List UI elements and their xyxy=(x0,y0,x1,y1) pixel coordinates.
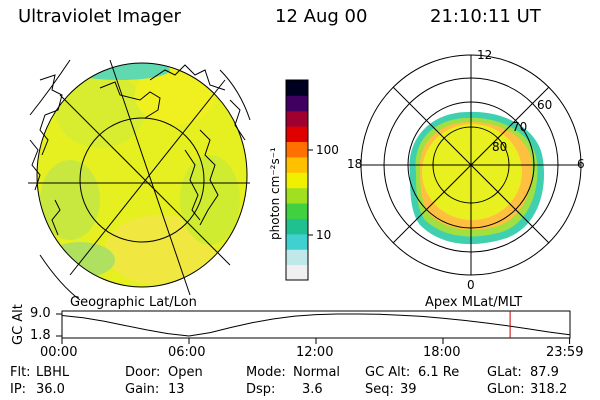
colorbar-band xyxy=(286,218,308,235)
altitude-ytick-9: 9.0 xyxy=(30,306,51,321)
colorbar-band xyxy=(286,233,308,250)
colorbar-band xyxy=(286,126,308,143)
colorbar-band xyxy=(286,141,308,158)
polar-cap-fill xyxy=(422,124,522,220)
gain-value: 13 xyxy=(168,382,185,397)
left-image-texture xyxy=(40,63,240,285)
xtick-label-2359: 23:59 xyxy=(546,345,584,360)
mlat-label-70: 70 xyxy=(512,120,528,134)
mlat-label-80: 80 xyxy=(492,140,508,154)
right-panel-caption: Apex MLat/MLT xyxy=(425,295,523,310)
mlt-label-18: 18 xyxy=(347,157,363,171)
instrument-title: Ultraviolet Imager xyxy=(18,6,181,27)
xtick-label-0: 00:00 xyxy=(40,345,78,360)
mlt-label-12: 12 xyxy=(477,48,493,62)
colorbar-band xyxy=(286,110,308,127)
colorbar-band xyxy=(286,203,308,219)
colorbar-unit-label: photon cm⁻²s⁻¹ xyxy=(268,147,282,240)
colorbar-label-100: 100 xyxy=(316,143,339,157)
colorbar-band xyxy=(286,156,308,173)
altitude-axis-label: GC Alt xyxy=(11,304,26,345)
polar-grid xyxy=(360,54,582,276)
door-value: Open xyxy=(168,365,203,380)
geographic-map xyxy=(28,59,251,301)
mlat-label-60: 60 xyxy=(537,98,553,112)
xtick-label-12: 12:00 xyxy=(296,345,334,360)
glat-label: GLat: xyxy=(487,365,522,380)
flt-value: LBHL xyxy=(36,365,70,380)
xtick-label-6: 06:00 xyxy=(168,345,206,360)
mlat-mlt-polar-plot xyxy=(360,54,582,276)
altitude-plot xyxy=(56,310,571,344)
colorbar-band xyxy=(286,95,308,112)
altitude-plot-frame xyxy=(61,310,571,339)
lat-lon-grid xyxy=(28,59,251,301)
colorbar-band xyxy=(286,249,308,266)
ip-value: 36.0 xyxy=(36,382,65,397)
colorbar-band xyxy=(286,172,308,189)
flt-label: Flt: xyxy=(10,365,31,380)
mode-value: Normal xyxy=(293,365,341,380)
altitude-series-line xyxy=(61,313,570,337)
colorbar-band xyxy=(286,80,308,96)
colorbar-band xyxy=(286,187,308,204)
coastlines xyxy=(29,64,246,236)
seq-label: Seq: xyxy=(365,382,394,397)
left-panel-caption: Geographic Lat/Lon xyxy=(70,295,197,310)
door-label: Door: xyxy=(125,365,161,380)
gain-label: Gain: xyxy=(125,382,160,397)
altitude-ytick-1-8: 1.8 xyxy=(30,328,51,343)
dsp-label: Dsp: xyxy=(246,382,276,397)
mode-label: Mode: xyxy=(246,365,286,380)
mlt-label-0: 0 xyxy=(467,278,475,292)
gcalt-value: 6.1 Re xyxy=(418,365,460,380)
dsp-value: 3.6 xyxy=(302,382,323,397)
glat-value: 87.9 xyxy=(530,365,559,380)
glon-value: 318.2 xyxy=(530,382,568,397)
ip-label: IP: xyxy=(10,382,27,397)
time-label: 21:10:11 UT xyxy=(430,6,541,27)
colorbar xyxy=(285,79,313,281)
colorbar-label-10: 10 xyxy=(316,228,332,242)
mlt-label-6: 6 xyxy=(577,157,585,171)
xtick-label-18: 18:00 xyxy=(423,345,461,360)
glon-label: GLon: xyxy=(487,382,525,397)
seq-value: 39 xyxy=(400,382,417,397)
gcalt-label: GC Alt: xyxy=(365,365,411,380)
colorbar-band xyxy=(286,264,308,281)
date-label: 12 Aug 00 xyxy=(275,6,368,27)
